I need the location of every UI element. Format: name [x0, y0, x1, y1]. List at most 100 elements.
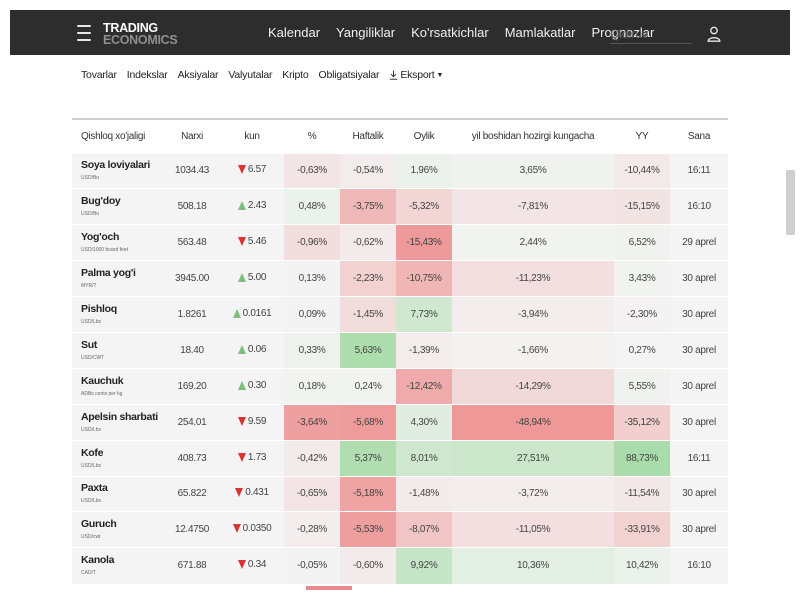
cell-price: 12.4750 [164, 511, 220, 548]
commodity-name-link[interactable]: Kanola [81, 554, 115, 567]
cell-price: 3945.00 [164, 260, 220, 297]
subnav-aksiyalar[interactable]: Aksiyalar [177, 69, 219, 81]
cell-date: 30 aprel [670, 296, 728, 333]
change-value: 9.59 [237, 416, 266, 427]
cell-name[interactable]: Pishloq USD/Lbs [72, 296, 164, 333]
col-header-weekly[interactable]: Haftalik [340, 118, 396, 153]
table-row[interactable]: Pishloq USD/Lbs 1.8261 0.0161 0,09% -1,45% 7,7… [72, 296, 728, 333]
cell-weekly: 5,63% [340, 332, 396, 369]
cell-pct: -0,63% [284, 153, 340, 189]
cell-pct: -0,28% [284, 511, 340, 548]
cell-name[interactable]: Kofe USD/Lbs [72, 440, 164, 477]
cell-yy: -2,30% [614, 296, 670, 333]
commodity-name-link[interactable]: Sut [81, 338, 98, 351]
table-row[interactable]: Kauchuk ADBs cents per kg 169.20 0.30 0,18% 0… [72, 368, 728, 405]
commodity-name-link[interactable]: Palma yog'i [81, 267, 136, 280]
col-header-ytd[interactable]: yil boshidan hozirgi kungacha [452, 118, 614, 153]
user-icon[interactable] [707, 26, 721, 42]
cell-name[interactable]: Kanola CAD/T [72, 547, 164, 584]
table-row[interactable]: Palma yog'i MYR/T 3945.00 5.00 0,13% -2,23% -1… [72, 260, 728, 297]
cell-yy: -10,44% [614, 153, 670, 189]
col-header-name[interactable]: Qishloq xo'jaligi [72, 118, 164, 153]
commodity-name-link[interactable]: Paxta [81, 482, 108, 495]
table-row[interactable]: Guruch USD/cwt 12.4750 0.0350 -0,28% -5,53% -8… [72, 511, 728, 548]
triangle-down-icon [235, 488, 244, 498]
table-row[interactable]: Soya loviyalari USD/Bu 1034.43 6.57 -0,63% -0… [72, 153, 728, 189]
col-header-date[interactable]: Sana [670, 118, 728, 153]
subnav-valyutalar[interactable]: Valyutalar [228, 69, 273, 81]
subnav-obligatsiyalar[interactable]: Obligatsiyalar [318, 69, 380, 81]
table-row[interactable]: Kanola CAD/T 671.88 0.34 -0,05% -0,60% 9,92% 10… [72, 547, 728, 584]
cell-name[interactable]: Apelsin sharbati USD/Lbs [72, 404, 164, 441]
search-input[interactable] [610, 24, 692, 44]
change-value: 1.73 [237, 452, 266, 463]
table-row[interactable]: Paxta USD/Lbs 65.822 0.431 -0,65% -5,18% -1,48… [72, 476, 728, 512]
cell-name[interactable]: Kauchuk ADBs cents per kg [72, 368, 164, 405]
cell-weekly: 5,37% [340, 440, 396, 477]
commodity-name-link[interactable]: Yog'och [81, 231, 120, 244]
triangle-down-icon [237, 416, 246, 426]
col-header-price[interactable]: Narxi [164, 118, 220, 153]
cell-weekly: 0,24% [340, 368, 396, 405]
change-value: 5.00 [237, 272, 266, 283]
change-amount: 0.30 [247, 379, 267, 391]
nav-yangiliklar[interactable]: Yangiliklar [336, 25, 396, 40]
change-value: 0.0350 [232, 523, 272, 535]
logo-line-1: TRADING [103, 21, 158, 35]
cell-date: 16:10 [670, 188, 728, 225]
cell-ytd: -14,29% [452, 368, 614, 405]
nav-korsatkichlar[interactable]: Ko'rsatkichlar [411, 25, 489, 40]
commodity-name-link[interactable]: Soya loviyalari [81, 159, 151, 172]
site-logo[interactable]: TRADING ECONOMICS [103, 21, 178, 47]
change-amount: 0.0161 [242, 308, 272, 319]
cell-monthly: -8,07% [396, 511, 452, 548]
cell-yy: -15,15% [614, 188, 670, 225]
commodity-unit: USD/Bu [81, 175, 100, 182]
nav-kalendar[interactable]: Kalendar [268, 25, 321, 40]
table-row[interactable]: Yog'och USD/1000 board feet 563.48 5.46 -0,9… [72, 224, 728, 261]
col-header-monthly[interactable]: Oylik [396, 118, 452, 153]
cell-pct: -3,64% [284, 404, 340, 441]
cell-change: 0.431 [220, 476, 284, 512]
cell-change: 6.57 [220, 153, 284, 189]
change-amount: 0.0350 [242, 523, 272, 535]
cell-yy: -35,12% [614, 404, 670, 441]
commodity-unit: USD/Lbs [81, 426, 102, 433]
table-row[interactable]: Bug'doy USD/Bu 508.18 2.43 0,48% -3,75% -5,32%… [72, 188, 728, 225]
col-header-day[interactable]: kun [220, 118, 284, 153]
cell-name[interactable]: Yog'och USD/1000 board feet [72, 224, 164, 261]
cell-name[interactable]: Paxta USD/Lbs [72, 476, 164, 512]
table-row[interactable]: Apelsin sharbati USD/Lbs 254.01 9.59 -3,64% -… [72, 404, 728, 441]
cell-name[interactable]: Guruch USD/cwt [72, 511, 164, 548]
change-amount: 6.57 [247, 164, 267, 176]
col-header-yy[interactable]: YY [614, 118, 670, 153]
cell-date: 30 aprel [670, 476, 728, 512]
cell-name[interactable]: Sut USD/CWT [72, 332, 164, 369]
page: TRADING ECONOMICS Kalendar Yangiliklar K… [10, 10, 790, 590]
commodity-name-link[interactable]: Kofe [81, 446, 104, 459]
col-header-pct[interactable]: % [284, 118, 340, 153]
change-amount: 2.43 [247, 200, 267, 212]
commodity-name-link[interactable]: Pishloq [81, 303, 117, 315]
cell-name[interactable]: Soya loviyalari USD/Bu [72, 153, 164, 189]
cell-name[interactable]: Palma yog'i MYR/T [72, 260, 164, 297]
commodity-name-link[interactable]: Apelsin sharbati [81, 410, 158, 423]
subnav-kripto[interactable]: Kripto [282, 69, 309, 81]
cell-date: 30 aprel [670, 260, 728, 297]
cell-weekly: -2,23% [340, 260, 396, 297]
menu-icon[interactable] [77, 25, 91, 41]
table-row[interactable]: Sut USD/CWT 18.40 0.06 0,33% 5,63% -1,39% -1,66… [72, 332, 728, 369]
subnav-tovarlar[interactable]: Tovarlar [81, 69, 117, 81]
cell-price: 563.48 [164, 224, 220, 261]
export-button[interactable]: Eksport ▼ [389, 69, 443, 81]
cell-ytd: -11,05% [452, 511, 614, 548]
table-row[interactable]: Kofe USD/Lbs 408.73 1.73 -0,42% 5,37% 8,01% 27,… [72, 440, 728, 477]
commodity-name-link[interactable]: Guruch [81, 518, 117, 531]
subnav-indekslar[interactable]: Indekslar [126, 69, 168, 81]
cell-name[interactable]: Bug'doy USD/Bu [72, 188, 164, 225]
nav-mamlakatlar[interactable]: Mamlakatlar [504, 25, 576, 40]
cell-price: 169.20 [164, 368, 220, 405]
page-scrollbar[interactable] [786, 170, 795, 235]
commodity-name-link[interactable]: Bug'doy [81, 195, 121, 208]
commodity-name-link[interactable]: Kauchuk [81, 374, 124, 387]
